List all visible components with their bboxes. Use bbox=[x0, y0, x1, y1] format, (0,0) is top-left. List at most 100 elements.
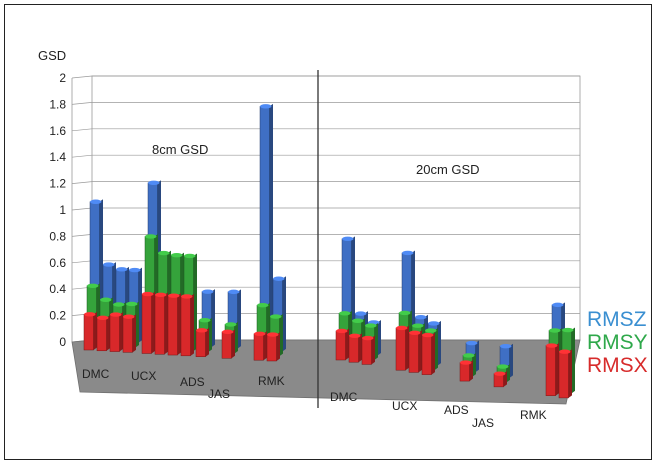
bar-rmsx-8cmgsd-dmc-4 bbox=[122, 316, 133, 353]
bar-rmsx-8cmgsd-ads-1 bbox=[195, 330, 206, 357]
bar-rmsx-20cmgsd-rmk-2-cap bbox=[559, 349, 571, 354]
bar-rmsz-20cmgsd-ucx-3-cap bbox=[428, 321, 440, 326]
category-label: UCX bbox=[392, 399, 417, 413]
bar-rmsx-8cmgsd-dmc-2 bbox=[96, 317, 107, 352]
bar-rmsz-8cmgsd-ucx-1-cap bbox=[148, 180, 160, 185]
bar-rmsy-20cmgsd-rmk-2-cap bbox=[562, 327, 574, 333]
y-tick-label: 0.2 bbox=[49, 309, 66, 323]
bar-rmsx-8cmgsd-ucx-2-side bbox=[164, 292, 168, 355]
bar-rmsx-20cmgsd-ucx-3-cap bbox=[422, 332, 434, 338]
bar-rmsx-8cmgsd-dmc-1 bbox=[83, 314, 94, 351]
bar-rmsy-8cmgsd-dmc-2-cap bbox=[100, 297, 112, 302]
y-tick-label: 1.8 bbox=[49, 97, 66, 111]
bar-rmsx-20cmgsd-dmc-2 bbox=[348, 335, 359, 363]
bar-rmsx-20cmgsd-rmk-2 bbox=[558, 351, 569, 399]
bar-rmsx-20cmgsd-dmc-1-side bbox=[345, 328, 349, 360]
bar-rmsx-20cmgsd-dmc-3-cap bbox=[362, 335, 374, 341]
bar-rmsx-8cmgsd-ucx-3-cap bbox=[168, 293, 180, 298]
bar-rmsx-20cmgsd-rmk-1-cap bbox=[546, 343, 558, 348]
bar-rmsy-20cmgsd-rmk-1-cap bbox=[549, 328, 561, 333]
bar-rmsz-8cmgsd-rmk-1-side bbox=[269, 103, 273, 351]
category-label: ADS bbox=[444, 403, 469, 417]
bar-rmsz-20cmgsd-dmc-1-cap bbox=[342, 236, 354, 242]
bar-rmsy-8cmgsd-dmc-3-cap bbox=[113, 302, 125, 307]
legend-rmsx: RMSX bbox=[587, 354, 648, 377]
bar-rmsx-8cmgsd-dmc-4-cap bbox=[123, 314, 135, 319]
bar-rmsz-8cmgsd-jas-1-side bbox=[237, 289, 241, 349]
gridline-diag bbox=[71, 102, 93, 105]
bar-rmsz-8cmgsd-dmc-1-cap bbox=[90, 199, 102, 204]
bar-rmsx-8cmgsd-ucx-1 bbox=[141, 293, 152, 354]
bar-rmsx-20cmgsd-rmk-2-side bbox=[568, 349, 572, 398]
bar-rmsy-8cmgsd-ucx-4-side bbox=[193, 253, 197, 351]
bar-rmsy-20cmgsd-jas-1-side bbox=[506, 364, 510, 383]
bar-rmsy-20cmgsd-dmc-1-cap bbox=[339, 311, 351, 316]
bar-rmsz-20cmgsd-dmc-3-side bbox=[377, 319, 381, 356]
bar-rmsx-8cmgsd-rmk-1-side bbox=[263, 331, 267, 361]
bar-rmsx-8cmgsd-dmc-3 bbox=[109, 314, 120, 352]
bar-rmsx-8cmgsd-dmc-2-cap bbox=[97, 315, 109, 320]
group-label-8cm: 8cm GSD bbox=[152, 142, 208, 157]
bar-rmsz-8cmgsd-rmk-2-cap bbox=[273, 276, 285, 281]
bar-rmsy-20cmgsd-dmc-3-cap bbox=[365, 323, 377, 328]
bar-rmsz-8cmgsd-ads-1-cap bbox=[202, 289, 214, 294]
gridline-diag bbox=[71, 154, 93, 158]
bar-rmsx-8cmgsd-ads-1-side bbox=[205, 327, 209, 357]
bar-rmsy-8cmgsd-dmc-4-cap bbox=[126, 301, 138, 307]
bar-rmsz-8cmgsd-dmc-4-side bbox=[138, 267, 142, 343]
bar-rmsx-8cmgsd-rmk-1 bbox=[253, 333, 264, 361]
bar-rmsx-8cmgsd-jas-1-side bbox=[231, 329, 235, 359]
legend-rmsz: RMSZ bbox=[587, 308, 647, 331]
bar-rmsx-20cmgsd-dmc-2-cap bbox=[349, 333, 361, 339]
bar-rmsx-8cmgsd-ucx-2-cap bbox=[155, 292, 167, 298]
category-label: DMC bbox=[82, 367, 110, 381]
bar-rmsx-20cmgsd-jas-1-side bbox=[503, 371, 507, 387]
y-tick-label: 1 bbox=[59, 203, 66, 217]
bar-rmsz-20cmgsd-jas-1-cap bbox=[500, 344, 512, 349]
bar-rmsx-20cmgsd-ads-1-side bbox=[469, 360, 473, 382]
bar-rmsy-20cmgsd-ucx-2-cap bbox=[412, 323, 424, 328]
bar-rmsx-20cmgsd-dmc-1 bbox=[335, 330, 346, 361]
bar-rmsx-20cmgsd-ucx-3 bbox=[421, 334, 432, 375]
bar-rmsx-8cmgsd-dmc-3-cap bbox=[110, 312, 122, 317]
bar-layer bbox=[83, 103, 575, 399]
bar-rmsz-8cmgsd-dmc-4-cap bbox=[129, 267, 141, 273]
bar-rmsz-20cmgsd-ucx-1-cap bbox=[402, 250, 414, 256]
bar-rmsx-8cmgsd-ucx-4-side bbox=[190, 293, 194, 356]
bar-rmsz-20cmgsd-jas-1-side bbox=[509, 343, 513, 378]
gridline-diag bbox=[71, 234, 93, 237]
gridline-diag bbox=[71, 75, 93, 79]
category-label: ADS bbox=[180, 375, 205, 389]
bar-rmsx-20cmgsd-ucx-2-cap bbox=[409, 330, 421, 336]
bar-rmsx-8cmgsd-ucx-1-side bbox=[151, 291, 155, 354]
y-tick-label: 0 bbox=[59, 335, 66, 349]
bar-rmsx-8cmgsd-rmk-2-cap bbox=[267, 332, 279, 337]
bar-rmsx-8cmgsd-rmk-2 bbox=[266, 334, 277, 362]
bar-rmsy-20cmgsd-rmk-2-side bbox=[571, 327, 575, 394]
gridline-diag bbox=[71, 207, 93, 211]
bar-rmsz-8cmgsd-jas-1-cap bbox=[228, 289, 240, 295]
bar-rmsz-8cmgsd-dmc-3-cap bbox=[116, 267, 128, 272]
bar-rmsy-8cmgsd-ucx-1-cap bbox=[145, 234, 157, 239]
bar-rmsy-8cmgsd-ads-1-cap bbox=[199, 318, 211, 323]
bar-rmsz-20cmgsd-rmk-1-cap bbox=[552, 302, 564, 308]
category-label: JAS bbox=[472, 416, 494, 430]
bar-rmsx-20cmgsd-ads-1-cap bbox=[460, 360, 472, 365]
bar-rmsx-20cmgsd-rmk-1 bbox=[545, 345, 556, 396]
group-label-20cm: 20cm GSD bbox=[416, 162, 480, 177]
bar-rmsx-8cmgsd-dmc-2-side bbox=[106, 315, 110, 351]
category-label: RMK bbox=[258, 374, 285, 388]
y-tick-label: 0.4 bbox=[49, 282, 66, 296]
y-tick-label: 1.2 bbox=[49, 177, 66, 191]
bar-rmsy-8cmgsd-rmk-2-cap bbox=[270, 314, 282, 319]
bar-rmsx-8cmgsd-jas-1-cap bbox=[222, 329, 234, 335]
bar-rmsx-20cmgsd-jas-1-cap bbox=[494, 371, 506, 376]
bar-rmsx-8cmgsd-ucx-3 bbox=[167, 295, 178, 356]
bar-rmsy-20cmgsd-ucx-3-cap bbox=[425, 328, 437, 333]
category-label: RMK bbox=[520, 408, 547, 422]
gridline-diag bbox=[71, 128, 93, 132]
bar-rmsx-20cmgsd-ucx-2-side bbox=[418, 330, 422, 373]
y-tick-label: 1.4 bbox=[49, 150, 66, 164]
